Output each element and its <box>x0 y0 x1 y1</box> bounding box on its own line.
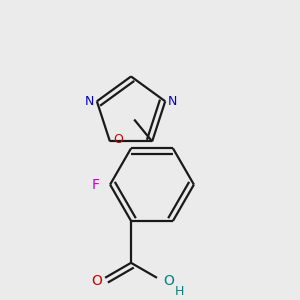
Text: F: F <box>92 178 100 192</box>
Text: O: O <box>113 133 123 146</box>
Text: H: H <box>175 285 184 298</box>
Text: N: N <box>85 95 94 108</box>
Text: O: O <box>92 274 103 288</box>
Text: O: O <box>163 274 174 288</box>
Text: N: N <box>167 95 177 108</box>
